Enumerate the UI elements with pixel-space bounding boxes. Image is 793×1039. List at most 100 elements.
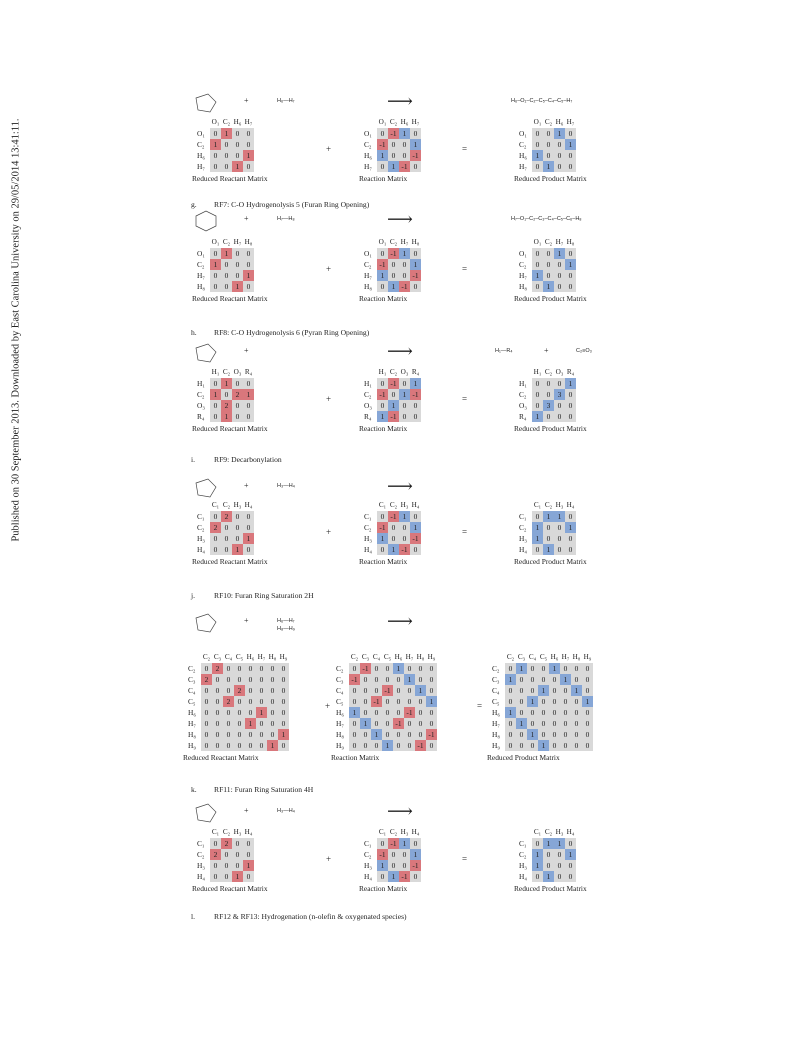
column-header: C₁ bbox=[211, 828, 220, 836]
reaction-arrow: ⟶ bbox=[387, 611, 413, 631]
matrix-cell: 0 bbox=[385, 697, 390, 706]
matrix-cell: 1 bbox=[532, 150, 543, 161]
matrix-cell: 0 bbox=[380, 249, 385, 258]
matrix-cell: 0 bbox=[557, 379, 562, 388]
matrix-cell: 1 bbox=[565, 259, 576, 270]
matrix-cell: 0 bbox=[535, 140, 540, 149]
matrix-cell: 0 bbox=[204, 686, 209, 695]
matrix-cell: 1 bbox=[532, 522, 543, 533]
matrix-cell: 0 bbox=[563, 686, 568, 695]
matrix-cell: 1 bbox=[256, 707, 267, 718]
matrix-cell: 0 bbox=[374, 686, 379, 695]
row-header: H₆ bbox=[336, 708, 344, 717]
matrix-cell: 1 bbox=[388, 544, 399, 555]
matrix-cell: 0 bbox=[418, 664, 423, 673]
matrix-cell: 0 bbox=[224, 545, 229, 554]
row-header: H₇ bbox=[188, 719, 196, 728]
matrix-cell: 1 bbox=[565, 522, 576, 533]
matrix-cell: 0 bbox=[585, 675, 590, 684]
matrix-title: Reduced Product Matrix bbox=[514, 884, 587, 893]
matrix-cell: 0 bbox=[391, 534, 396, 543]
row-header: O₁ bbox=[364, 249, 372, 258]
product-structure-label: H₁—R₄ bbox=[495, 348, 513, 354]
matrix-cell: 1 bbox=[232, 871, 243, 882]
matrix-cell: 0 bbox=[363, 686, 368, 695]
matrix-cell: 1 bbox=[399, 128, 410, 139]
row-header: H₁ bbox=[519, 379, 527, 388]
column-header: O₃ bbox=[555, 368, 564, 376]
matrix-cell: 0 bbox=[568, 249, 573, 258]
column-header: C₂ bbox=[544, 368, 553, 376]
structure-plus: + bbox=[244, 616, 249, 625]
matrix-cell: 0 bbox=[546, 271, 551, 280]
matrix-cell: 0 bbox=[213, 412, 218, 421]
column-header: O₃ bbox=[233, 368, 242, 376]
matrix-cell: 0 bbox=[535, 162, 540, 171]
row-header: O₁ bbox=[519, 129, 527, 138]
column-header: H₁ bbox=[533, 368, 542, 376]
row-header: H₆ bbox=[519, 151, 527, 160]
column-header: H₉ bbox=[583, 653, 592, 661]
matrix-cell: 0 bbox=[413, 401, 418, 410]
matrix-cell: 0 bbox=[385, 708, 390, 717]
row-header: C₂ bbox=[519, 260, 527, 269]
matrix-cell: 0 bbox=[535, 839, 540, 848]
matrix-cell: 1 bbox=[571, 685, 582, 696]
row-header: C₂ bbox=[188, 664, 196, 673]
matrix-cell: -1 bbox=[360, 663, 371, 674]
column-header: H₉ bbox=[279, 653, 288, 661]
matrix-cell: 0 bbox=[248, 686, 253, 695]
matrix-cell: 0 bbox=[402, 271, 407, 280]
matrix-cell: 0 bbox=[248, 675, 253, 684]
equals-operator: = bbox=[462, 264, 468, 274]
row-header: H₄ bbox=[364, 545, 372, 554]
matrix-cell: 0 bbox=[552, 697, 557, 706]
matrix-cell: 0 bbox=[204, 730, 209, 739]
plus-operator: + bbox=[325, 701, 331, 711]
matrix-cell: 1 bbox=[538, 685, 549, 696]
panel-letter: k. bbox=[191, 785, 197, 794]
matrix-cell: 0 bbox=[259, 741, 264, 750]
column-header: C₂ bbox=[222, 118, 231, 126]
column-header: H₆ bbox=[400, 118, 409, 126]
row-header: C₂ bbox=[519, 140, 527, 149]
matrix-cell: 0 bbox=[552, 719, 557, 728]
matrix-cell: 0 bbox=[402, 260, 407, 269]
matrix-cell: 0 bbox=[237, 697, 242, 706]
matrix-cell: 1 bbox=[399, 248, 410, 259]
matrix-cell: 0 bbox=[546, 260, 551, 269]
matrix-cell: -1 bbox=[377, 139, 388, 150]
column-header: H₇ bbox=[561, 653, 570, 661]
matrix-cell: 1 bbox=[410, 139, 421, 150]
matrix-cell: 1 bbox=[377, 411, 388, 422]
matrix-cell: 0 bbox=[568, 839, 573, 848]
matrix-cell: 1 bbox=[210, 389, 221, 400]
matrix-cell: 0 bbox=[557, 523, 562, 532]
matrix-cell: 0 bbox=[418, 730, 423, 739]
matrix-cell: 0 bbox=[541, 675, 546, 684]
matrix-cell: 0 bbox=[413, 545, 418, 554]
matrix-cell: -1 bbox=[377, 259, 388, 270]
matrix-cell: 0 bbox=[374, 719, 379, 728]
matrix-cell: 0 bbox=[246, 162, 251, 171]
matrix-cell: 0 bbox=[557, 282, 562, 291]
matrix-cell: 0 bbox=[215, 719, 220, 728]
column-header: C₂ bbox=[389, 238, 398, 246]
matrix-title: Reaction Matrix bbox=[359, 424, 408, 433]
matrix-background bbox=[201, 663, 289, 751]
column-header: H₇ bbox=[405, 653, 414, 661]
column-header: C₁ bbox=[211, 501, 220, 509]
row-header: H₈ bbox=[364, 282, 372, 291]
matrix-cell: 0 bbox=[352, 719, 357, 728]
matrix-cell: 0 bbox=[402, 412, 407, 421]
matrix-cell: 1 bbox=[360, 718, 371, 729]
matrix-cell: 1 bbox=[505, 707, 516, 718]
matrix-cell: -1 bbox=[399, 871, 410, 882]
panel-caption-text: RF11: Furan Ring Saturation 4H bbox=[214, 785, 314, 794]
matrix-cell: 0 bbox=[546, 412, 551, 421]
reaction-arrow: ⟶ bbox=[387, 91, 413, 111]
matrix-cell: 0 bbox=[418, 697, 423, 706]
matrix-cell: 1 bbox=[399, 511, 410, 522]
matrix-cell: 0 bbox=[224, 271, 229, 280]
matrix-cell: 1 bbox=[221, 248, 232, 259]
